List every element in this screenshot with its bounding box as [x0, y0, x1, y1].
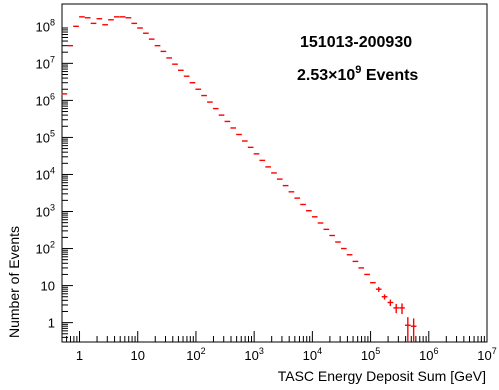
- annotation-events-exp: 9: [355, 64, 361, 76]
- x-tick-label: 10: [130, 348, 144, 363]
- x-tick-label: 102: [186, 346, 205, 363]
- x-tick-label: 105: [361, 346, 380, 363]
- x-axis-title: TASC Energy Deposit Sum [GeV]: [278, 368, 486, 384]
- y-axis-title: Number of Events: [6, 226, 22, 338]
- annotation-events: 2.53×109 Events: [297, 64, 418, 84]
- y-tick-label: 10: [41, 279, 55, 294]
- y-tick-label: 107: [36, 54, 55, 71]
- x-tick-label: 107: [477, 346, 496, 363]
- y-tick-label: 1: [48, 316, 55, 331]
- data-point: [405, 317, 411, 342]
- data-point: [393, 303, 400, 314]
- data-point: [387, 299, 394, 307]
- y-tick-label: 104: [36, 165, 55, 182]
- data-points: [61, 16, 417, 342]
- y-tick-label: 106: [36, 91, 55, 108]
- y-tick-label: 105: [36, 128, 55, 145]
- x-axis-tick-labels: 1 10 102 103 104 105 106 107: [76, 346, 497, 363]
- x-tick-label: 104: [303, 346, 322, 363]
- data-point: [399, 303, 405, 315]
- y-tick-label: 108: [36, 17, 55, 34]
- annotation-events-base: 2.53×10: [297, 67, 355, 84]
- x-tick-label: 103: [244, 346, 263, 363]
- y-axis-tick-labels: 1 10 102 103 104 105 106 107 108: [36, 17, 55, 330]
- data-point: [381, 294, 388, 300]
- y-tick-label: 102: [36, 240, 55, 257]
- annotation-events-suffix: Events: [361, 67, 418, 84]
- y-tick-label: 103: [36, 203, 55, 220]
- x-tick-label: 106: [419, 346, 438, 363]
- y-axis-ticks: [62, 27, 73, 343]
- x-tick-label: 1: [76, 348, 83, 363]
- data-point: [375, 286, 382, 292]
- annotation-period: 151013-200930: [300, 34, 412, 51]
- data-point: [410, 318, 417, 342]
